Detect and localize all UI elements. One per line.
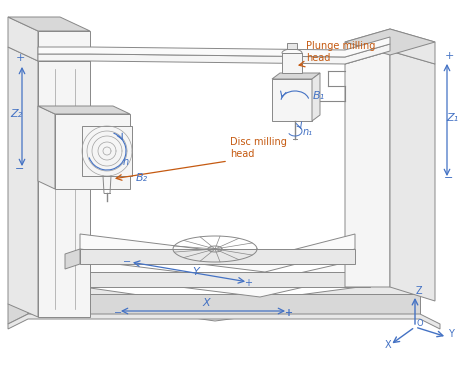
- Text: O: O: [417, 319, 424, 328]
- Polygon shape: [82, 126, 132, 176]
- Text: −: −: [15, 164, 25, 174]
- Text: Z: Z: [416, 286, 423, 296]
- Polygon shape: [287, 43, 297, 49]
- Polygon shape: [28, 294, 420, 314]
- Polygon shape: [8, 294, 28, 324]
- Text: Z₂: Z₂: [10, 109, 22, 119]
- Polygon shape: [8, 17, 38, 61]
- Polygon shape: [55, 114, 130, 189]
- Polygon shape: [80, 249, 355, 264]
- Polygon shape: [345, 29, 390, 64]
- Polygon shape: [60, 272, 370, 287]
- Text: Y: Y: [192, 267, 199, 277]
- Polygon shape: [312, 73, 320, 121]
- Text: B₂: B₂: [136, 173, 148, 183]
- Text: +: +: [284, 308, 292, 318]
- Text: B₁: B₁: [313, 91, 325, 101]
- Text: +: +: [244, 278, 252, 288]
- Text: +: +: [444, 51, 454, 61]
- Polygon shape: [80, 234, 355, 272]
- Polygon shape: [345, 51, 390, 287]
- Text: Plunge milling
head: Plunge milling head: [306, 41, 375, 63]
- Polygon shape: [282, 53, 302, 73]
- Polygon shape: [8, 17, 90, 31]
- Polygon shape: [272, 73, 320, 79]
- Polygon shape: [390, 29, 435, 64]
- Polygon shape: [38, 61, 90, 317]
- Polygon shape: [38, 106, 130, 114]
- Text: n: n: [123, 157, 129, 167]
- Polygon shape: [345, 29, 435, 55]
- Polygon shape: [272, 79, 312, 121]
- Text: −: −: [444, 173, 454, 183]
- Polygon shape: [8, 314, 440, 329]
- Text: Disc milling
head: Disc milling head: [230, 137, 287, 159]
- Text: +: +: [15, 53, 25, 63]
- Text: n₁: n₁: [303, 127, 313, 137]
- Polygon shape: [28, 279, 420, 321]
- Text: +: +: [284, 308, 292, 318]
- Text: X: X: [202, 298, 210, 308]
- Polygon shape: [38, 44, 390, 64]
- Polygon shape: [390, 51, 435, 301]
- Text: Y: Y: [448, 329, 454, 339]
- Polygon shape: [60, 257, 370, 297]
- Polygon shape: [65, 249, 80, 269]
- Text: Z₁: Z₁: [446, 113, 458, 123]
- Text: −: −: [114, 308, 122, 318]
- Polygon shape: [38, 106, 55, 189]
- Polygon shape: [38, 31, 90, 61]
- Polygon shape: [8, 47, 38, 317]
- Polygon shape: [38, 37, 390, 57]
- Polygon shape: [45, 272, 60, 292]
- Text: X: X: [385, 340, 392, 350]
- Text: −: −: [123, 257, 131, 267]
